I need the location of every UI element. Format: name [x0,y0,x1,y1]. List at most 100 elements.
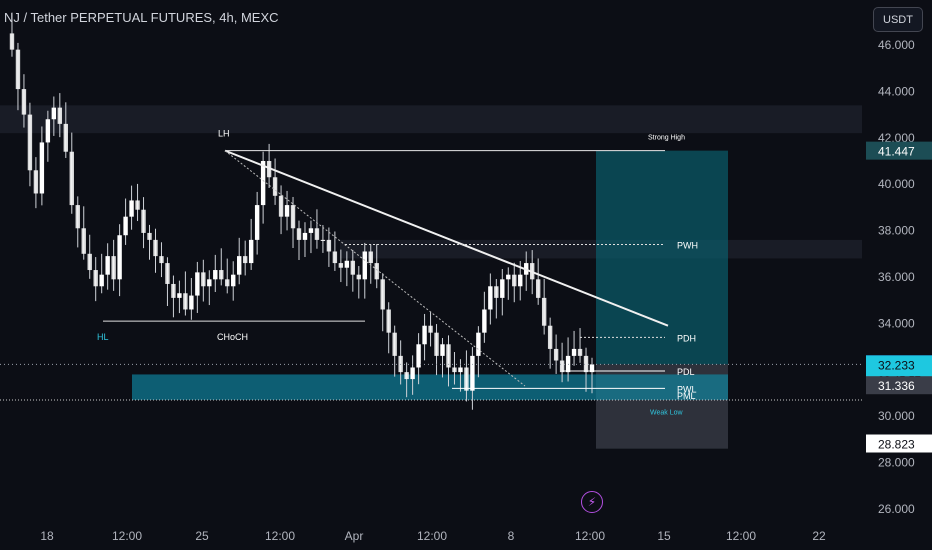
candle [326,227,332,267]
y-tick-label: 42.000 [878,131,915,145]
candle-down-body [356,274,361,280]
candle-up-body [320,239,326,241]
x-tick-label: 12:00 [726,529,756,543]
y-tick-label: 28.000 [878,456,915,470]
price-label-value: 41.447 [878,145,915,159]
candle [75,196,80,248]
candle [69,132,74,214]
candle-up-body [123,216,128,236]
candle [589,357,595,394]
candle-down-body [57,107,63,124]
candle [571,330,577,366]
candle [207,270,212,306]
candle [535,258,541,305]
candle [380,273,385,332]
candle-down-body [225,279,230,287]
candle [248,218,254,270]
candle [278,185,284,235]
candle [541,278,547,335]
candle-down-body [296,228,302,240]
candle [141,197,146,249]
candle [254,191,260,255]
candle [105,243,110,290]
candle-down-body [446,344,451,368]
candle-up-body [231,274,236,287]
candle [117,224,122,297]
candle-down-body [338,263,344,268]
annotation-choch: CHoCH [217,332,248,342]
candle [506,267,511,300]
candle-down-body [242,256,248,264]
candle-up-body [410,367,415,380]
y-tick-label: 44.000 [878,84,915,98]
candle-down-body [559,360,565,373]
candle-down-body [33,170,39,194]
candle-down-body [380,279,385,310]
candle [165,257,170,306]
candle-down-body [9,33,15,50]
price-label-bg [866,376,932,395]
x-tick-label: 12:00 [575,529,605,543]
candle-down-body [332,251,338,264]
price-label-bg [866,434,932,453]
candle [129,185,134,230]
candle-down-body [368,251,373,264]
candle [464,350,469,402]
price-label: 41.447 [866,141,932,160]
candle-up-body [284,205,290,217]
candle-down-body [404,372,409,380]
candle-up-body [105,256,110,275]
lightning-icon[interactable]: ⚡ [581,491,603,513]
candle [410,355,415,395]
chart-title: NJ / Tether PERPETUAL FUTURES, 4h, MEXC [4,10,279,25]
candle [583,347,589,392]
annotation-pwl: PWL [677,384,697,394]
candle-up-body [254,205,260,240]
candle-up-body [362,251,367,280]
candle-down-body [201,272,206,287]
candle-down-body [69,151,74,206]
candle-up-body [308,228,314,233]
candle-down-body [464,367,469,391]
candle [189,278,194,320]
candle [344,251,350,287]
candle-up-body [260,161,266,206]
candle [512,262,517,303]
candle [446,335,451,387]
candle-up-body [470,355,475,391]
y-tick-label: 30.000 [878,409,915,423]
candle-down-body [171,283,176,298]
candle [368,244,373,284]
candle [332,231,338,271]
annotation-pwh: PWH [677,241,698,251]
candle [9,12,15,57]
candle-up-body [213,270,218,280]
candle-down-body [111,256,116,280]
candle [81,206,86,260]
candle-up-body [476,332,481,356]
candle-up-body [422,325,427,345]
candle-down-body [434,332,439,356]
candle-up-body [207,279,212,287]
candle [320,225,326,253]
candle [392,325,397,377]
x-tick-label: 12:00 [112,529,142,543]
annotation-pdh: PDH [677,333,696,343]
candle [39,126,45,206]
candle-down-body [583,355,589,373]
currency-button[interactable]: USDT [873,7,923,32]
candle [15,42,21,111]
price-label-value: 31.336 [878,379,915,393]
annotation-pml: PML [677,391,696,401]
candle [547,317,553,369]
candle-down-body [153,239,158,257]
candle [374,244,379,289]
annotation-pdl: PDL [677,367,695,377]
candle-up-body [237,256,242,275]
candle [350,249,356,292]
candle [440,338,445,378]
candle-down-body [386,309,391,333]
y-tick-label: 36.000 [878,270,915,284]
candle-up-body [302,232,308,240]
